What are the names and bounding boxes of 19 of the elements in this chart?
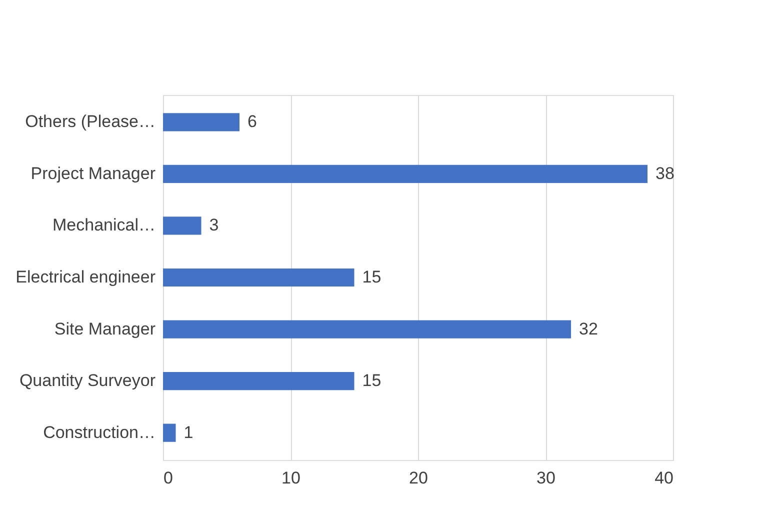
data-label: 6 — [248, 112, 257, 132]
data-label: 15 — [362, 268, 382, 286]
data-label: 38 — [656, 164, 674, 183]
y-tick-label: Quantity Surveyor — [19, 371, 156, 390]
y-tick-label: Others (Please… — [25, 112, 156, 132]
data-label: 1 — [184, 422, 194, 442]
x-tick-label: 30 — [536, 468, 556, 488]
y-tick-label: Site Manager — [54, 319, 156, 338]
x-tick-label: 20 — [409, 468, 428, 488]
x-tick-label: 10 — [282, 468, 300, 488]
y-tick-label: Mechanical… — [52, 216, 156, 235]
y-tick-label: Project Manager — [30, 164, 156, 183]
y-tick-label: Electrical engineer — [16, 268, 156, 286]
x-tick-label: 0 — [164, 468, 173, 488]
y-tick-label: Construction… — [43, 422, 156, 442]
data-label: 15 — [362, 371, 382, 390]
data-label: 3 — [209, 216, 219, 235]
x-tick-label: 40 — [654, 468, 674, 488]
data-label: 32 — [579, 319, 598, 338]
